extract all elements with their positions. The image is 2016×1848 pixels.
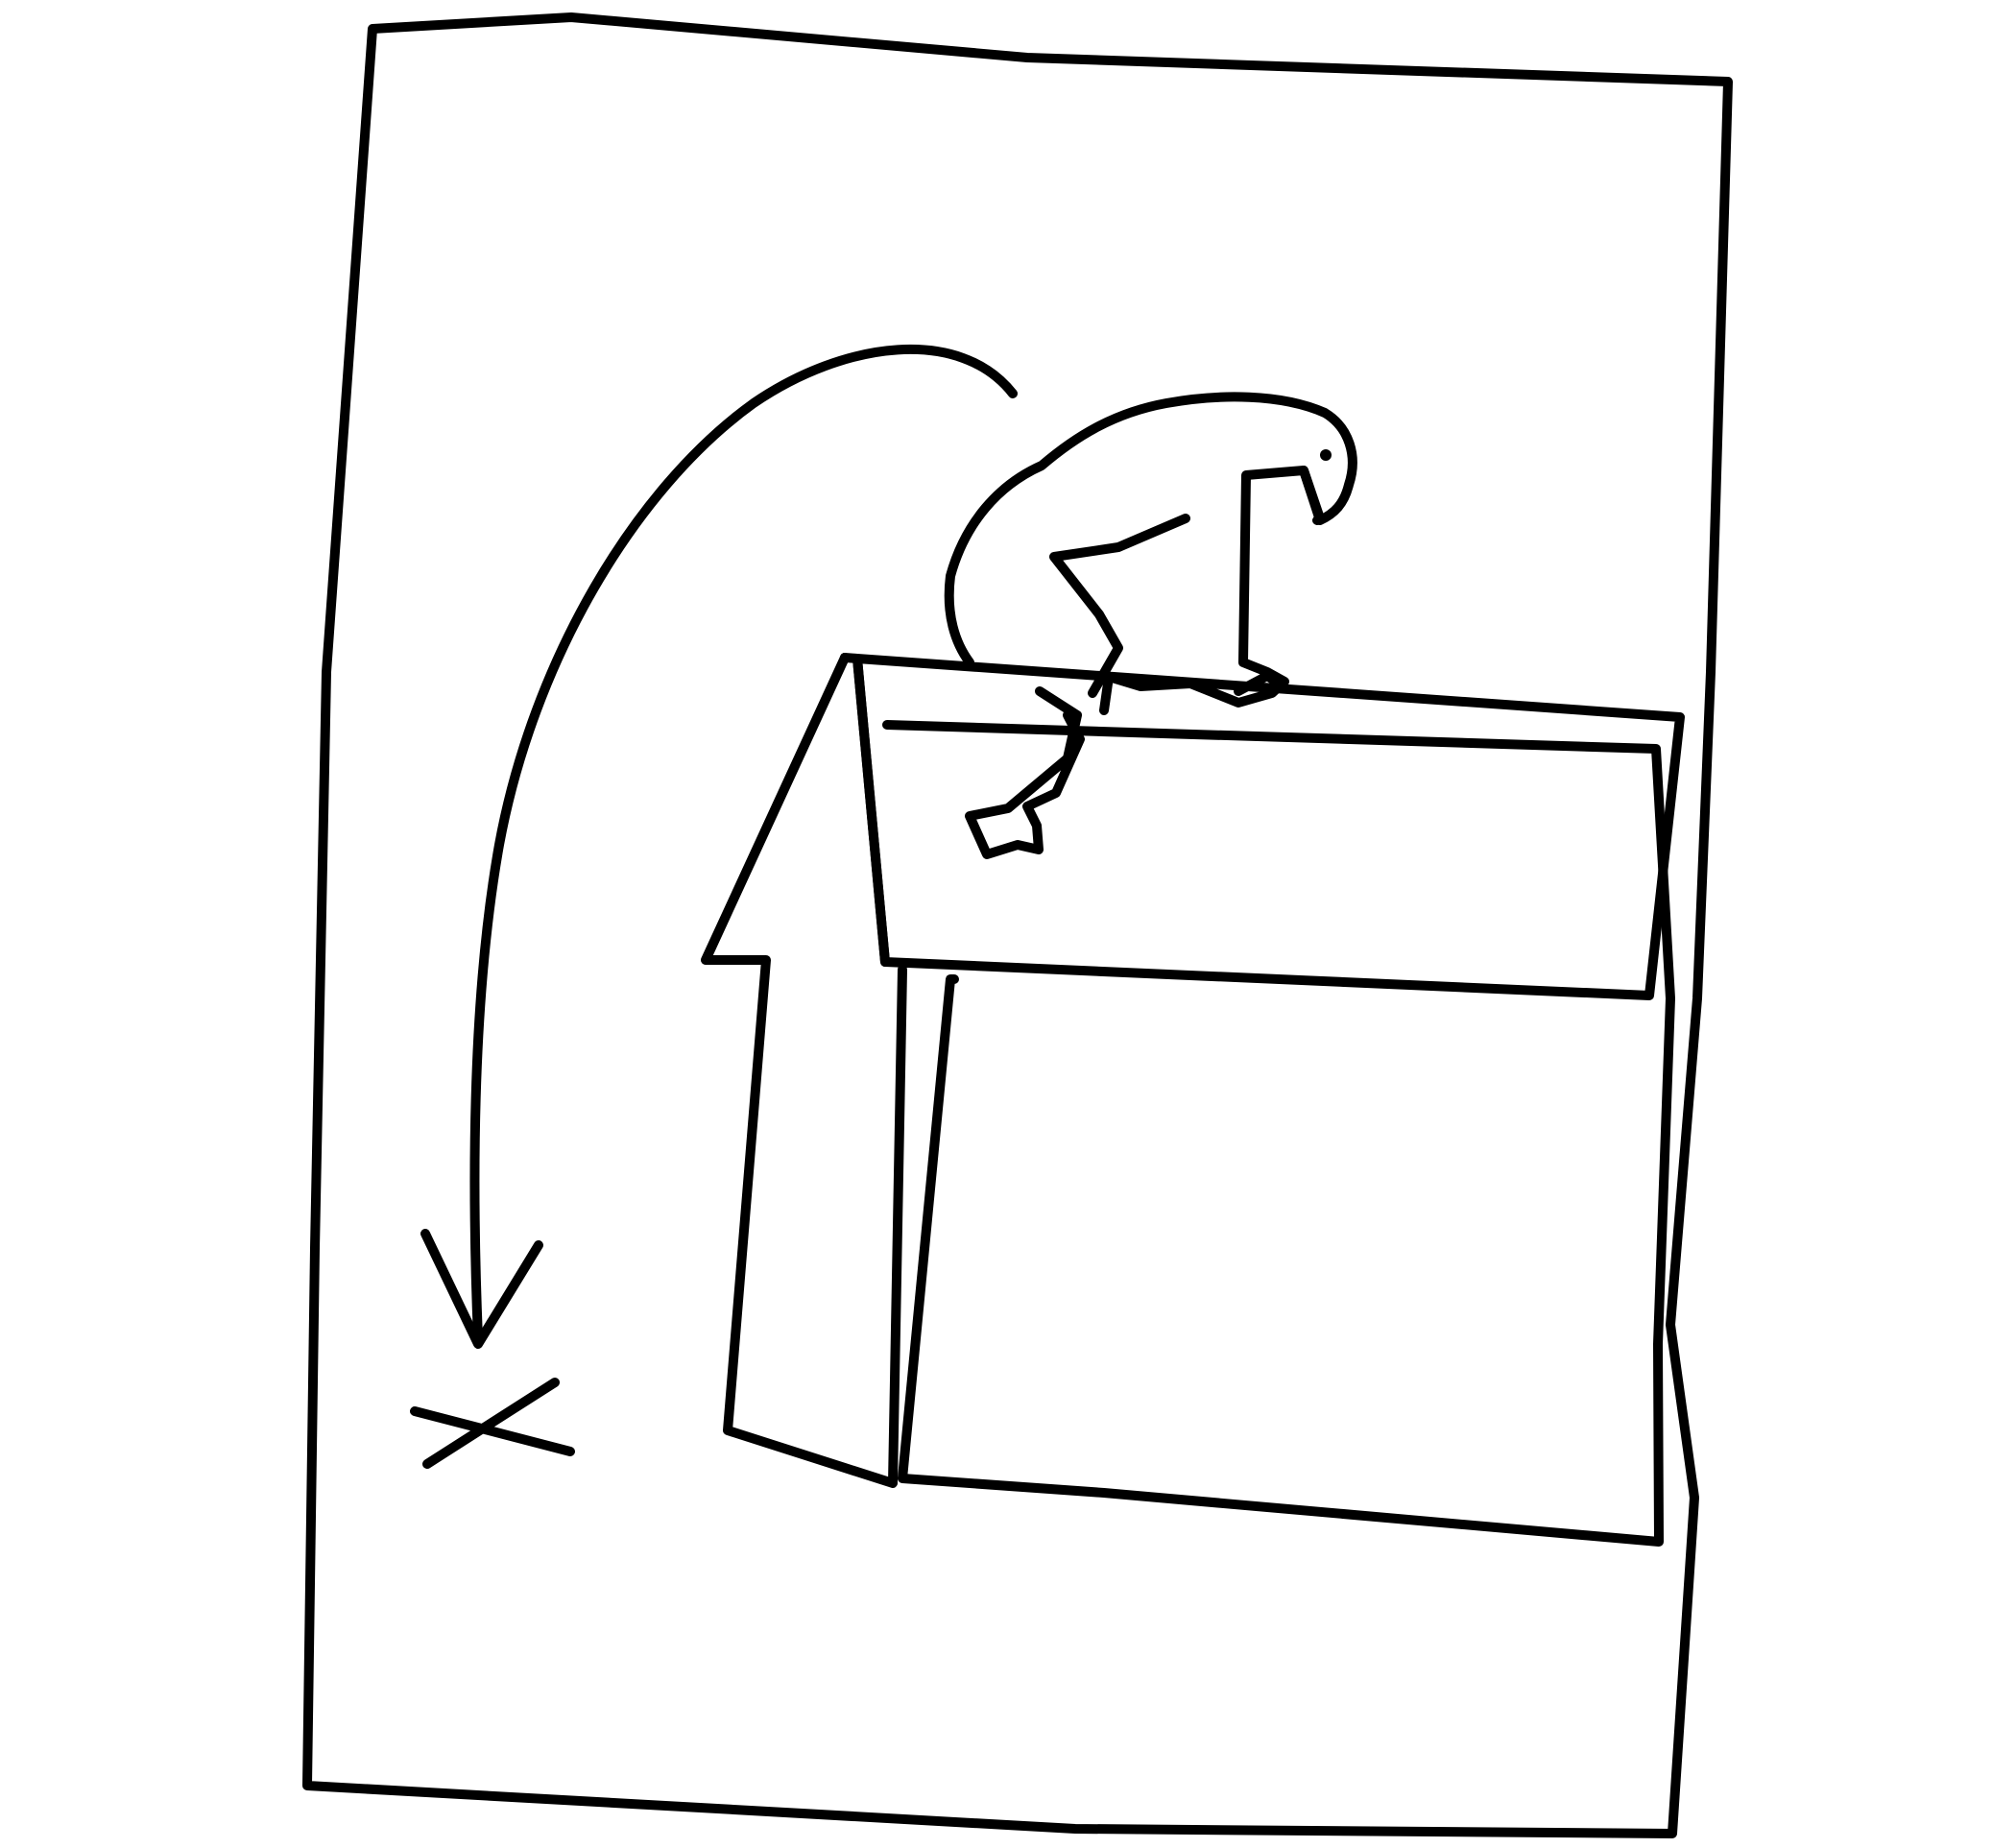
figure-head: [1299, 466, 1325, 525]
box-flap: [840, 653, 890, 967]
figure-arm: [1049, 514, 1190, 698]
box-lid: [852, 654, 1685, 1000]
figure-leg: [965, 686, 1085, 859]
arrow-head-icon: [420, 1229, 543, 1349]
frame-border: [302, 12, 1733, 1838]
box-front-face: [882, 720, 1675, 1547]
figure-hand: [1234, 671, 1286, 696]
figure-body: [944, 392, 1357, 715]
landing-x-mark: [410, 1378, 575, 1469]
figure-eye: [1320, 449, 1332, 461]
jump-arrow-path: [469, 345, 1018, 1344]
box-side-panel: [701, 653, 907, 1488]
